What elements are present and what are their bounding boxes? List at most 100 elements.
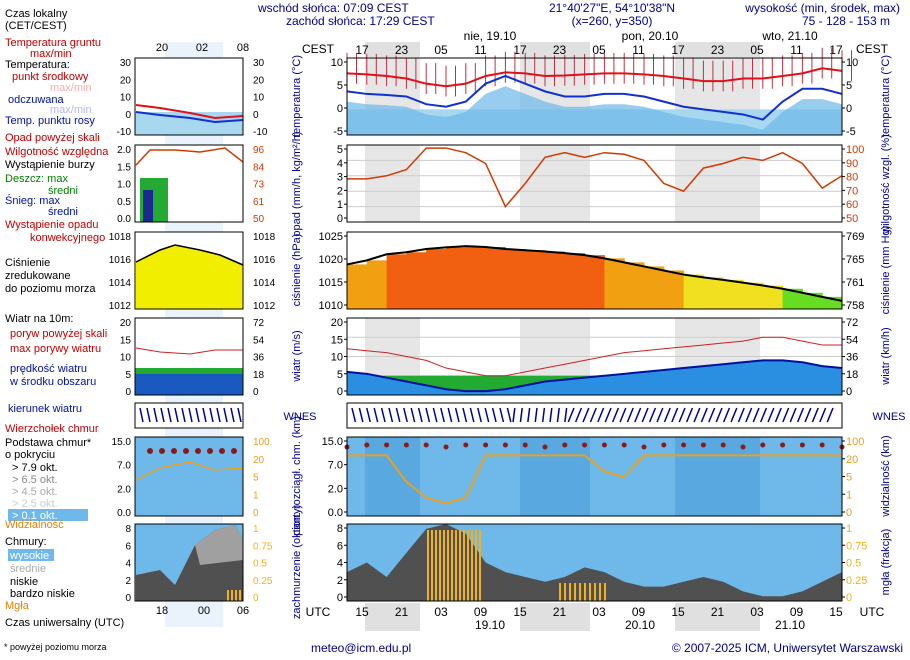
legend-feels: odczuwana: [8, 94, 65, 106]
bottom-hour-label: 15: [829, 605, 843, 619]
cloud-top-marker: [483, 442, 489, 448]
legend-cloud-top-dot: [219, 448, 225, 454]
wind-arrow: [782, 407, 790, 423]
cover-tick-label: 0: [337, 592, 343, 604]
legend-snow-bar: [143, 190, 153, 222]
legend-wind-tick-r: 0: [253, 387, 259, 398]
time-axis-band: [520, 42, 590, 57]
temp-r-tick-label: 10: [846, 57, 858, 69]
legend-pressure-tick: 1012: [109, 301, 132, 312]
legend-okt-3: > 2.5 okt.: [12, 498, 58, 510]
legend-local-hour: 20: [156, 42, 168, 54]
legend-wind-arrow: [153, 407, 158, 423]
pressure-r-tick-label: 769: [846, 231, 864, 243]
legend-utc-hour: 00: [198, 605, 210, 617]
cloud-top-marker: [760, 442, 766, 448]
legend-temp-tick-r: 20: [253, 75, 265, 86]
legend-temp-tick: 20: [120, 75, 132, 86]
pressure-line: [346, 245, 843, 302]
top-hour-label: 11: [632, 43, 645, 57]
cover-tick-label: 8: [337, 523, 343, 535]
temp-tick-label: 5: [337, 80, 343, 92]
sunrise-text: wschód słońca: 07:09 CEST: [257, 1, 409, 15]
visibility-line: [347, 454, 842, 505]
wind-arrow: [700, 407, 708, 423]
legend-occurrence-1: Wystąpienie opadu: [5, 219, 98, 231]
legend-feels-maxmin: max/min: [50, 104, 92, 116]
legend-temp-tick-r: 30: [253, 58, 265, 69]
wind-tick-label: 5: [337, 369, 343, 381]
wind-arrow: [597, 407, 605, 423]
top-hour-label: 17: [513, 43, 527, 57]
legend-wind-arrow: [209, 407, 214, 423]
legend-humidity-tick: 96: [253, 145, 265, 156]
legend-okt-1: > 6.5 okt.: [12, 474, 58, 486]
coords-text: 21°40'27"E, 54°10'38"N: [549, 1, 675, 15]
temp-tick-label: 0: [337, 103, 343, 115]
wind-arrow: [574, 407, 583, 423]
legend-pressure-line: [135, 244, 244, 266]
legend-cloud-bg: [135, 437, 243, 516]
wind-tick-label: 15: [331, 334, 343, 346]
cloud-top-marker: [463, 442, 469, 448]
legend-pressure-tick: 1018: [109, 232, 132, 243]
cloud-top-marker: [542, 444, 548, 450]
legend-cover-tick: 2: [125, 576, 131, 587]
wind-arrow: [541, 407, 546, 423]
legend-direction: kierunek wiatru: [8, 403, 82, 415]
footnote: * powyżej poziomu morza: [4, 642, 107, 652]
legend-pressure-area: [136, 245, 243, 309]
legend-precip-tick: 2.0: [117, 145, 131, 156]
wind-arrow: [527, 407, 531, 423]
wind-arrow: [366, 407, 371, 423]
pressure-bar: [644, 266, 665, 309]
cloud-night-band: [675, 437, 760, 516]
top-hour-label: 17: [829, 43, 843, 57]
pressure-bar: [604, 258, 625, 309]
cloud-top-marker: [661, 442, 667, 448]
pressure-bar: [743, 282, 764, 309]
legend-wind-arrow: [167, 407, 172, 423]
legend-cover-mid-label: średnie: [10, 563, 46, 575]
wind-arrow: [351, 407, 357, 423]
legend-temp-dew: [135, 112, 243, 135]
pressure-tick-label: 1025: [319, 231, 343, 243]
fog-tick-label: 1: [846, 523, 852, 535]
legend-fog-tick: 0.75: [253, 541, 273, 552]
legend-pressure-tick-r: 1016: [253, 255, 276, 266]
wind-arrow: [819, 407, 827, 423]
legend-visibility-tick: 1: [253, 490, 259, 501]
pressure-bar: [703, 277, 724, 309]
sunset-text: zachód słońca: 17:29 CEST: [286, 14, 435, 28]
cloud-top-marker: [780, 442, 786, 448]
wind-gust-line: [346, 336, 842, 377]
temp-frame: [346, 57, 843, 136]
bottom-hour-label: 15: [513, 605, 527, 619]
legend-cover-very-low: bardzo niskie: [10, 588, 75, 600]
wind-direction-strip: [346, 402, 843, 429]
contact-email[interactable]: meteo@icm.edu.pl: [311, 641, 411, 655]
legend-rain: Deszcz: max: [5, 173, 68, 185]
legend-cloud-top-dot: [195, 448, 201, 454]
legend-precip-tick: 1.0: [117, 180, 131, 191]
legend-humidity-tick: 61: [253, 197, 265, 208]
legend-fog-tick: 0.25: [253, 576, 273, 587]
legend-wind-tick: 10: [120, 353, 132, 364]
visibility-tick-label: 20: [846, 454, 858, 466]
wind-arrow: [373, 407, 379, 423]
legend-visibility-tick: 0: [253, 508, 259, 519]
pressure-axis-right: ciśnienie (mm Hg): [880, 226, 892, 315]
utc-label-bottom-right: UTC: [860, 605, 885, 619]
wind-r-tick-label: 0: [846, 386, 852, 398]
legend-cover-tick: 0: [125, 593, 131, 604]
legend-pressure-tick: 1014: [109, 278, 132, 289]
cloud-night-band: [520, 437, 590, 516]
pressure-bar: [545, 251, 566, 309]
bottom-date-label: 21.10: [775, 618, 805, 632]
wind-arrow: [656, 407, 664, 423]
wind-arrow: [556, 407, 560, 423]
precip-tick-label: 4: [337, 158, 343, 170]
pressure-bar: [386, 254, 407, 309]
legend-cloud-top-dot: [183, 448, 189, 454]
legend-cover-frame: [134, 523, 244, 602]
